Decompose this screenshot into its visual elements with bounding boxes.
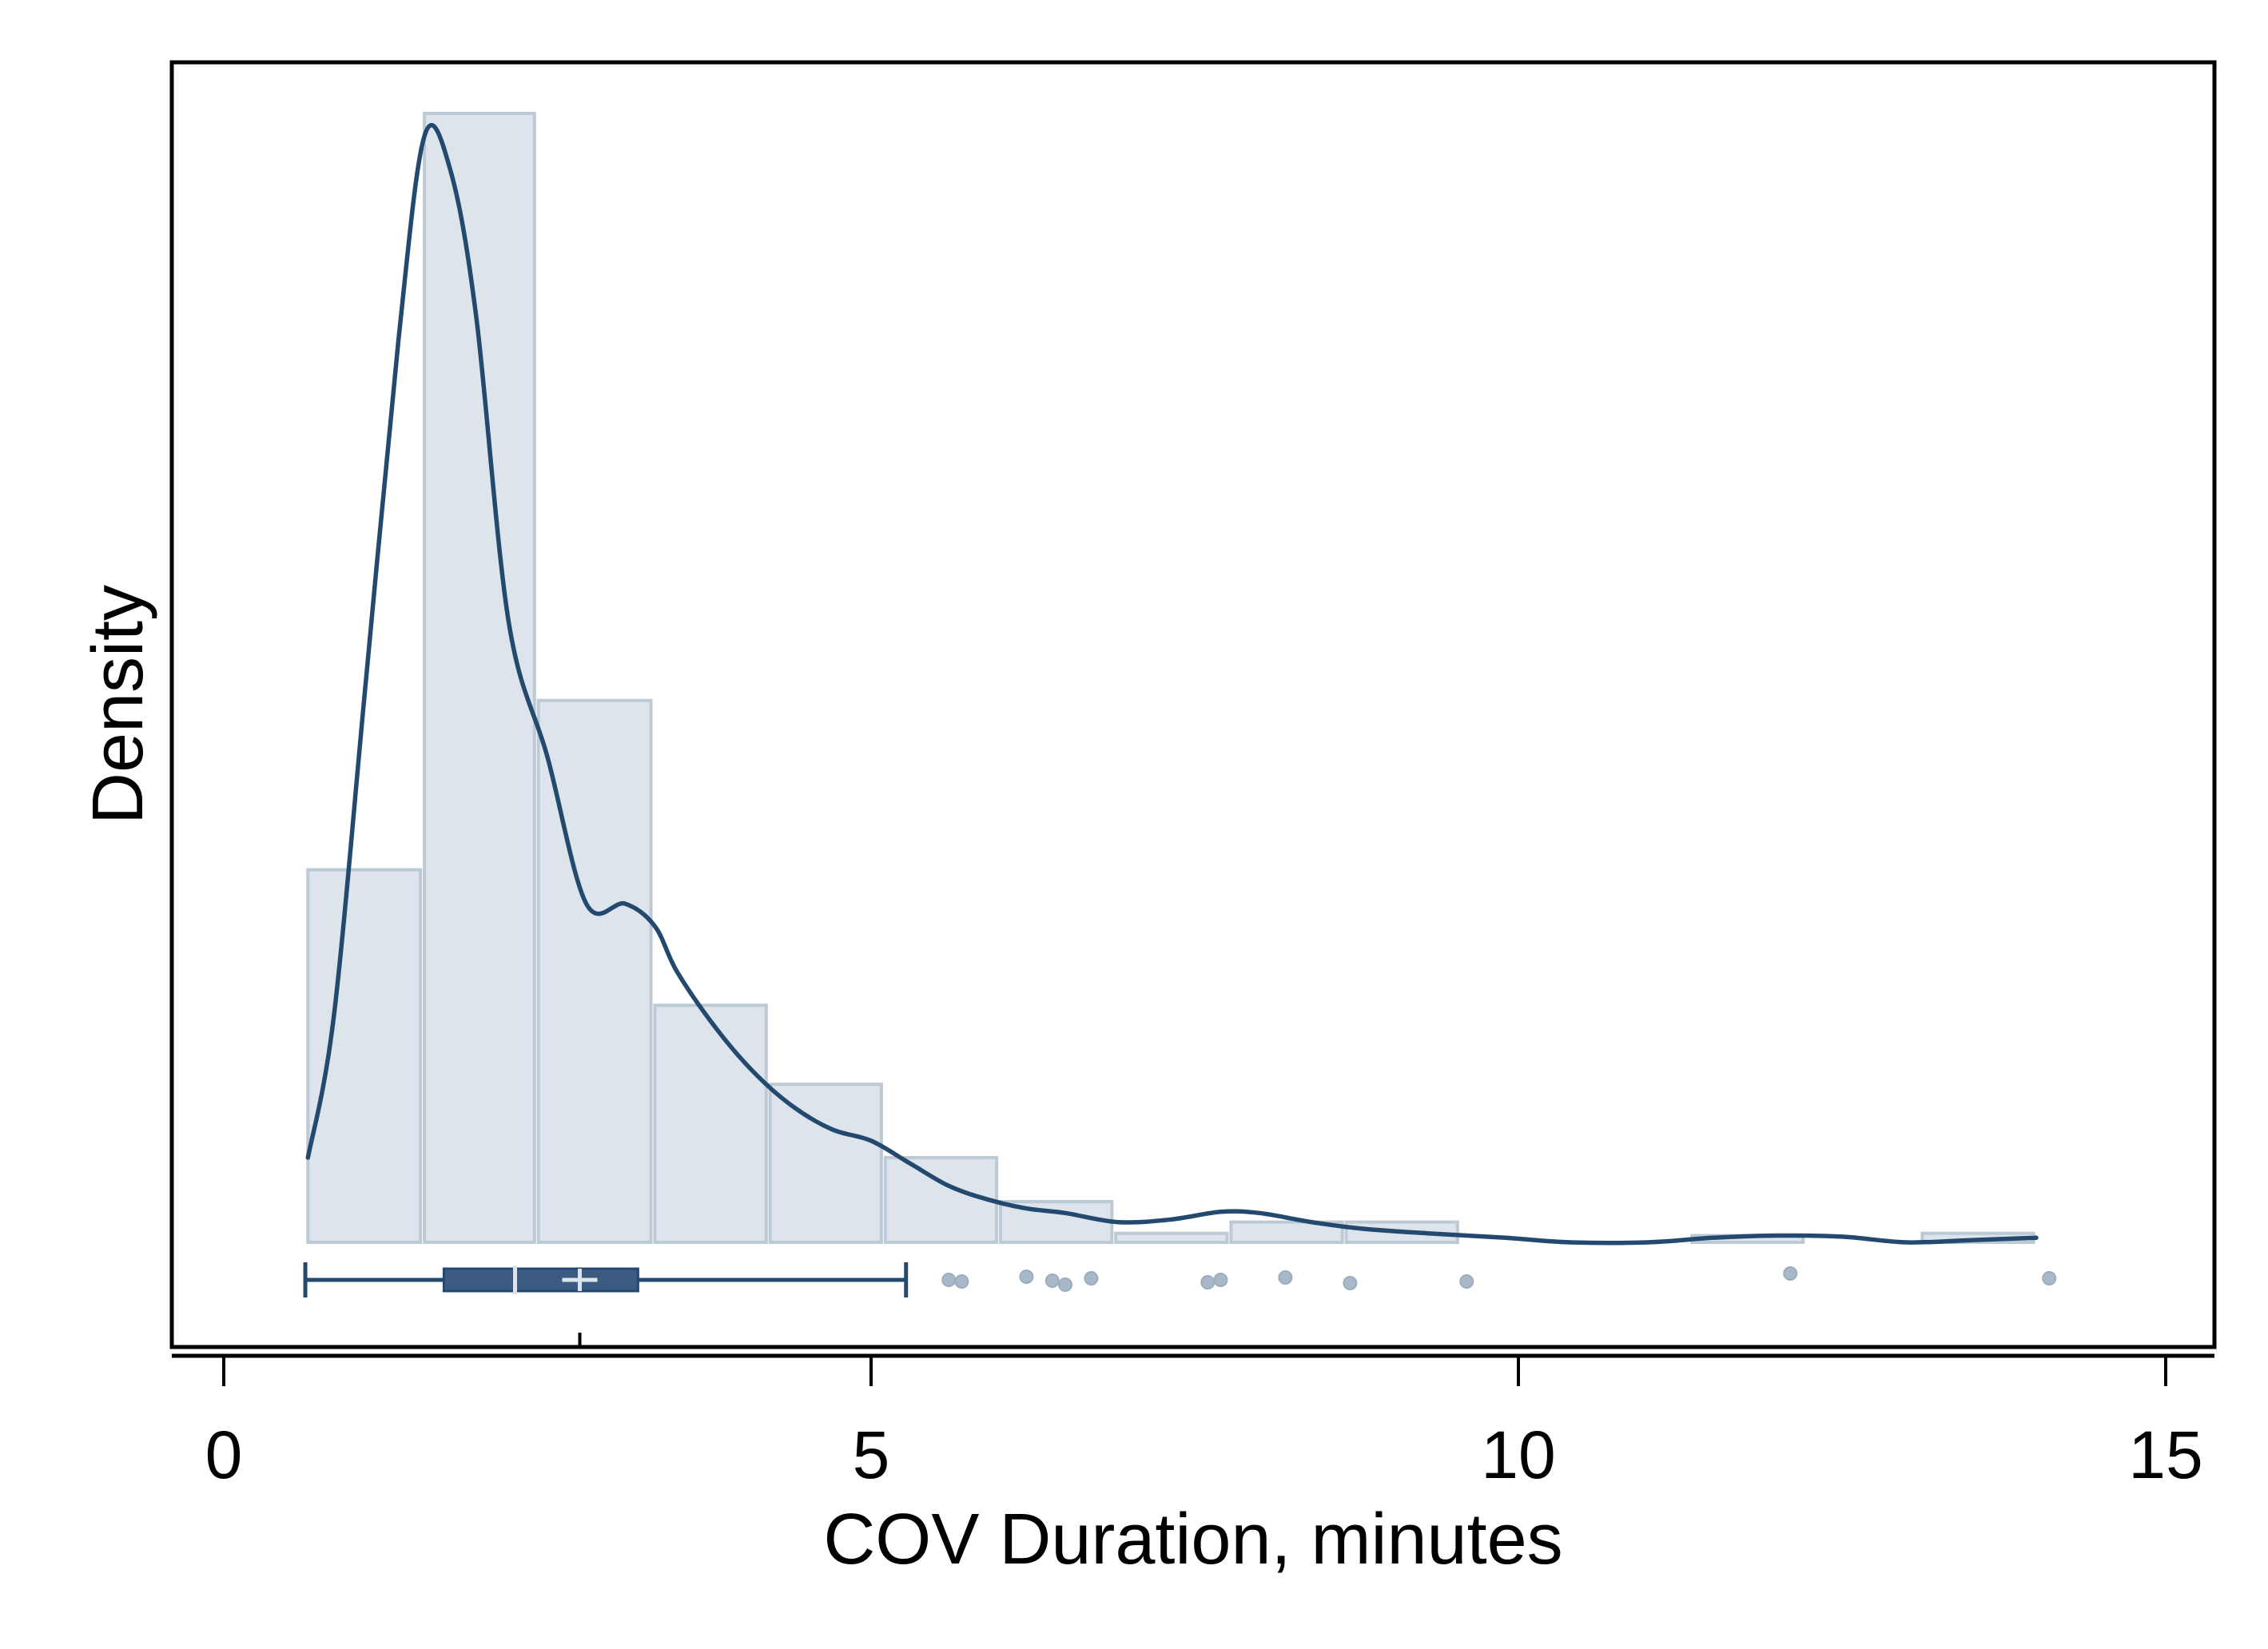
x-axis-title: COV Duration, minutes: [823, 1500, 1562, 1579]
plot-frame: [169, 60, 2217, 1349]
boxplot: [303, 1262, 2057, 1347]
boxplot-outlier: [1783, 1266, 1798, 1281]
boxplot-outlier: [954, 1274, 969, 1289]
boxplot-outlier: [1044, 1274, 1060, 1288]
boxplot-outlier: [1343, 1276, 1358, 1290]
histogram-bar: [653, 1003, 768, 1245]
histogram-bar: [423, 112, 536, 1244]
x-ticks: 0 5 10 15: [205, 1356, 2203, 1492]
x-tick-label: 15: [2128, 1417, 2202, 1492]
boxplot-outlier: [941, 1273, 957, 1287]
histogram-bar: [1114, 1231, 1229, 1244]
histogram-bar: [883, 1156, 999, 1244]
x-tick-label: 5: [853, 1417, 890, 1492]
density-curve: [305, 122, 2039, 1246]
histogram-bar: [768, 1083, 883, 1244]
boxplot-outlier: [1278, 1270, 1293, 1285]
boxplot-outlier: [1019, 1270, 1034, 1284]
x-tick-label: 10: [1481, 1417, 1555, 1492]
histogram-bars: [306, 112, 2035, 1245]
boxplot-box: [442, 1267, 639, 1293]
boxplot-outlier: [1200, 1275, 1216, 1289]
y-axis-title: Density: [78, 585, 158, 824]
x-axis: 0 5 10 15: [172, 1353, 2214, 1492]
boxplot-outlier: [1058, 1277, 1072, 1292]
boxplot-outlier: [1459, 1274, 1474, 1289]
density-curve-layer: [305, 122, 2039, 1246]
boxplot-outlier: [1084, 1271, 1099, 1285]
histogram-bar: [306, 868, 423, 1244]
boxplot-outlier: [1213, 1273, 1228, 1287]
boxplot-outlier: [2042, 1271, 2057, 1285]
x-tick-label: 0: [205, 1417, 243, 1492]
